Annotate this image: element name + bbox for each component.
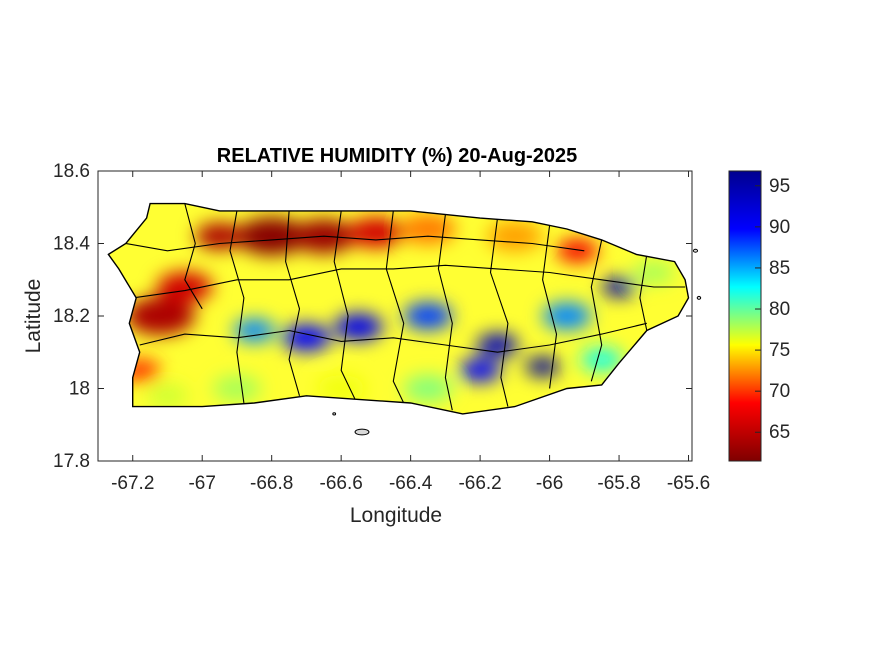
humidity-blob [487, 220, 543, 252]
municipality-boundary [639, 254, 648, 331]
islet [692, 248, 699, 253]
humidity-blob [157, 271, 213, 303]
x-tick-label: -66 [536, 473, 563, 494]
municipality-boundary [590, 239, 603, 382]
x-axis-ticks: -67.2 -67 -66.8 -66.6 -66.4 -66.2 -66 -65.8 -65.… [111, 171, 710, 494]
islet [354, 428, 370, 436]
municipality-boundary [333, 210, 356, 400]
humidity-blob [403, 302, 453, 330]
colorbar-tick-label: 80 [769, 299, 790, 320]
chart-title: RELATIVE HUMIDITY (%) 20-Aug-2025 [217, 145, 577, 167]
x-tick-label: -66.6 [320, 473, 363, 494]
x-tick-label: -67 [188, 473, 215, 494]
y-tick-label: 18 [69, 379, 90, 400]
humidity-blob [459, 358, 501, 382]
municipality-boundaries [125, 203, 686, 411]
municipality-boundary [139, 322, 647, 353]
humidity-blob [146, 384, 189, 408]
municipality-boundary [437, 214, 453, 411]
humidity-blob [400, 213, 456, 245]
island-coastline [107, 202, 690, 415]
colorbar-tick-label: 65 [769, 422, 790, 443]
humidity-blob [580, 348, 623, 371]
colorbar [728, 170, 762, 462]
x-tick-label: -66.2 [458, 473, 501, 494]
islets [332, 248, 702, 436]
municipality-boundary [229, 210, 245, 404]
colorbar-tick-label: 75 [769, 340, 790, 361]
municipality-boundary [285, 210, 301, 396]
humidity-blob [334, 313, 383, 341]
humidity-blob [233, 319, 276, 342]
y-tick-label: 18.6 [53, 161, 90, 182]
colorbar-tick-label: 90 [769, 217, 790, 238]
y-tick-label: 17.8 [53, 451, 90, 472]
colorbar-tick-label: 85 [769, 258, 790, 279]
x-tick-label: -66.8 [250, 473, 293, 494]
municipality-boundary [385, 210, 405, 404]
humidity-blob [525, 357, 560, 377]
y-axis-label: Latitude [22, 279, 45, 354]
humidity-blob [601, 277, 637, 297]
x-tick-label: -66.4 [389, 473, 433, 494]
colorbar-tick-label: 95 [769, 176, 790, 197]
humidity-blob [542, 302, 592, 330]
municipality-boundary [542, 225, 558, 389]
humidity-blob [212, 375, 262, 402]
y-axis-ticks: 18.6 18.4 18.2 18 17.8 [53, 161, 692, 472]
humidity-blob [403, 375, 453, 402]
x-tick-label: -65.6 [667, 473, 710, 494]
municipality-boundary [125, 235, 585, 252]
humidity-blob [632, 261, 675, 284]
islet [332, 412, 337, 416]
humidity-blob [348, 217, 404, 248]
colorbar-tick-label: 70 [769, 381, 790, 402]
humidity-blob [236, 217, 307, 256]
y-tick-label: 18.2 [53, 306, 90, 327]
x-tick-label: -67.2 [111, 473, 154, 494]
humidity-blob [556, 239, 599, 263]
humidity-blob [125, 296, 196, 336]
municipality-boundary [132, 264, 686, 299]
islet [696, 295, 702, 300]
y-tick-label: 18.4 [53, 234, 90, 255]
x-axis-label: Longitude [350, 504, 442, 527]
x-tick-label: -65.8 [597, 473, 640, 494]
municipality-boundary [184, 203, 203, 310]
colorbar-ticks: 65 70 75 80 85 90 95 [755, 176, 790, 443]
humidity-blob [476, 333, 519, 357]
humidity-field [108, 203, 689, 414]
municipality-boundary [489, 218, 509, 407]
